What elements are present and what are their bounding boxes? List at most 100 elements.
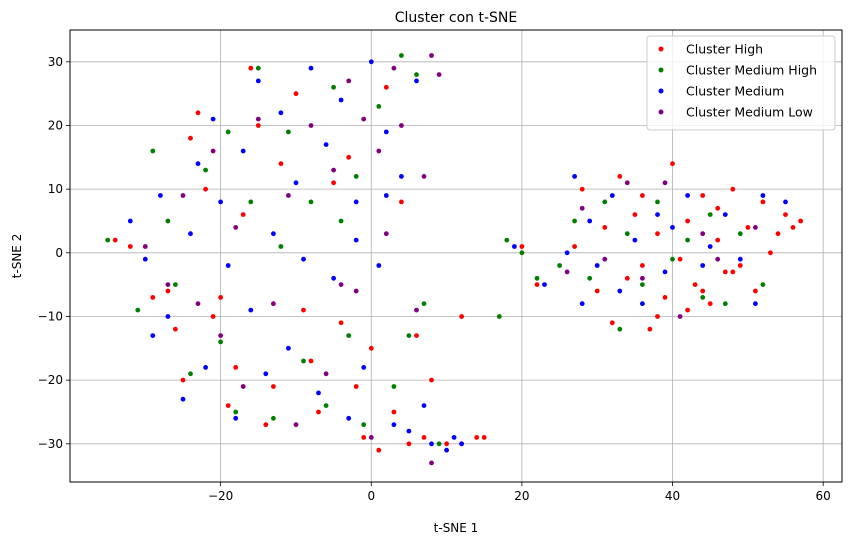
- data-point: [775, 231, 781, 237]
- data-point: [353, 384, 359, 389]
- data-point: [210, 314, 216, 319]
- data-point: [753, 288, 758, 294]
- data-point: [647, 326, 653, 332]
- data-point: [286, 345, 291, 351]
- data-point: [338, 218, 344, 224]
- data-point: [399, 53, 404, 58]
- data-point: [617, 326, 623, 332]
- data-point: [730, 186, 736, 192]
- data-point: [414, 333, 419, 338]
- data-point: [399, 199, 404, 205]
- data-point: [323, 371, 329, 377]
- data-point: [391, 409, 397, 415]
- data-point: [150, 295, 156, 300]
- data-point: [383, 193, 389, 198]
- data-point: [173, 326, 178, 332]
- data-point: [210, 148, 216, 154]
- data-point: [180, 193, 186, 198]
- data-point: [255, 78, 261, 84]
- data-point: [173, 282, 178, 287]
- data-point: [692, 282, 698, 287]
- data-point: [594, 288, 600, 294]
- data-point: [760, 193, 766, 198]
- data-point: [331, 180, 336, 186]
- data-point: [444, 441, 449, 447]
- data-point: [685, 307, 690, 313]
- x-axis-label: t-SNE 1: [434, 521, 479, 535]
- data-points: [105, 53, 803, 466]
- data-point: [376, 447, 382, 453]
- data-point: [233, 409, 239, 415]
- grid-lines: [70, 30, 842, 482]
- data-point: [165, 288, 171, 294]
- data-point: [271, 231, 276, 237]
- data-point: [248, 65, 254, 71]
- data-point: [361, 116, 367, 122]
- data-point: [263, 422, 269, 428]
- data-point: [203, 167, 209, 173]
- chart-title: Cluster con t-SNE: [395, 10, 517, 26]
- data-point: [368, 59, 374, 65]
- data-point: [640, 275, 645, 281]
- data-point: [142, 256, 148, 262]
- data-point: [323, 142, 329, 148]
- legend-label: Cluster Medium: [686, 84, 784, 99]
- x-tick-label: −20: [208, 489, 233, 503]
- data-point: [346, 154, 352, 160]
- data-point: [391, 422, 397, 428]
- data-point: [655, 231, 660, 237]
- data-point: [361, 365, 367, 370]
- data-point: [188, 371, 193, 377]
- data-point: [436, 72, 442, 77]
- data-point: [504, 237, 510, 243]
- data-point: [233, 415, 239, 421]
- data-point: [301, 358, 306, 364]
- data-point: [798, 218, 803, 224]
- data-point: [165, 218, 171, 224]
- data-point: [406, 441, 412, 447]
- data-point: [753, 301, 758, 307]
- data-point: [368, 435, 374, 440]
- data-point: [609, 320, 615, 326]
- data-point: [700, 295, 706, 300]
- data-point: [579, 186, 585, 192]
- data-point: [195, 110, 201, 116]
- legend-marker: [658, 46, 664, 52]
- data-point: [512, 244, 517, 249]
- data-point: [602, 256, 608, 262]
- x-tick-label: 20: [514, 489, 529, 503]
- data-point: [790, 225, 796, 230]
- legend-label: Cluster Medium High: [686, 63, 817, 78]
- data-point: [391, 65, 397, 71]
- data-point: [414, 72, 419, 77]
- data-point: [677, 314, 683, 319]
- data-point: [760, 282, 766, 287]
- data-point: [572, 174, 577, 179]
- data-point: [383, 84, 389, 90]
- data-point: [768, 250, 773, 256]
- data-point: [655, 199, 660, 205]
- data-point: [316, 409, 321, 415]
- data-point: [587, 218, 593, 224]
- data-point: [459, 314, 464, 319]
- data-point: [203, 365, 209, 370]
- data-point: [662, 295, 668, 300]
- data-point: [677, 256, 683, 262]
- data-point: [271, 415, 276, 421]
- legend-marker: [658, 109, 664, 115]
- data-point: [127, 244, 133, 249]
- data-point: [225, 403, 231, 408]
- data-point: [564, 250, 570, 256]
- data-point: [670, 256, 675, 262]
- data-point: [444, 447, 449, 453]
- data-point: [459, 441, 464, 447]
- data-point: [685, 237, 690, 243]
- data-point: [737, 231, 743, 237]
- data-point: [195, 301, 201, 307]
- data-point: [331, 275, 336, 281]
- data-point: [323, 403, 329, 408]
- data-point: [624, 180, 630, 186]
- data-point: [451, 435, 457, 440]
- data-point: [240, 384, 246, 389]
